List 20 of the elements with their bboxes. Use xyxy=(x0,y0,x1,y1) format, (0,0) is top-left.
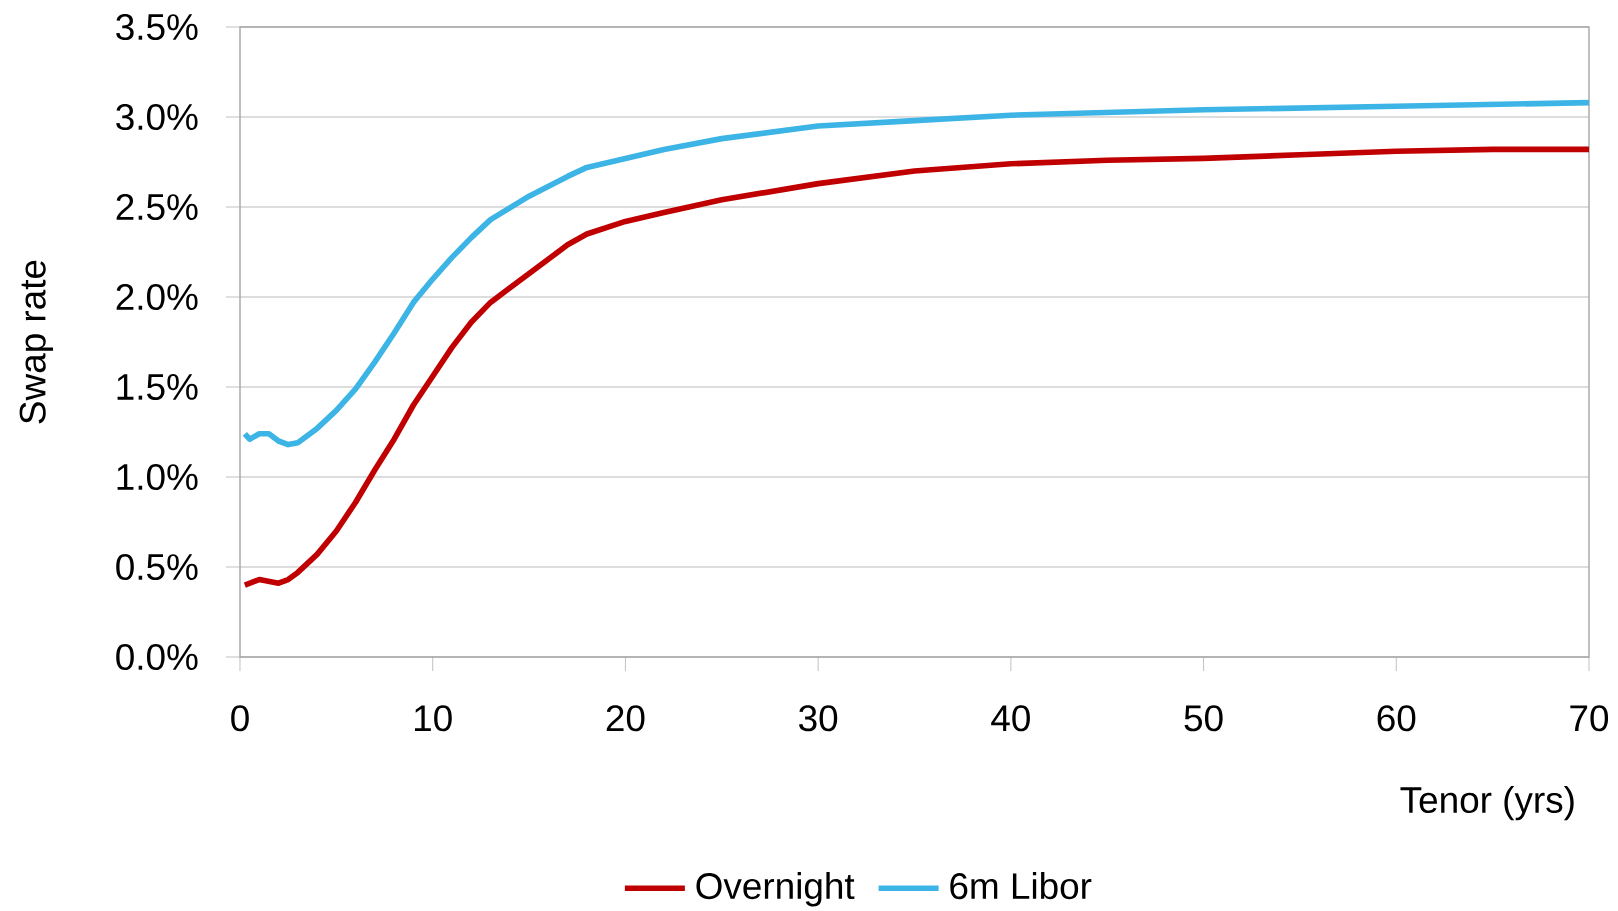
y-tick-label: 1.5% xyxy=(117,374,198,401)
y-tick-label: 0.5% xyxy=(116,553,198,581)
y-axis-title: Swap rate xyxy=(19,260,54,424)
y-tick-label: 3.0% xyxy=(116,103,198,131)
x-tick-label: 60 xyxy=(1377,705,1416,732)
x-tick-label: 20 xyxy=(606,705,645,732)
legend-label: 6m Libor xyxy=(950,872,1092,900)
x-tick-label: 30 xyxy=(799,705,838,732)
x-tick-label: 10 xyxy=(415,705,452,732)
x-axis-title: Tenor (yrs) xyxy=(1400,785,1574,821)
x-tick-label: 50 xyxy=(1184,705,1223,732)
y-tick-label: 2.5% xyxy=(116,193,198,221)
y-tick-label: 3.5% xyxy=(116,13,198,41)
y-tick-label: 2.0% xyxy=(116,283,198,311)
y-tick-label: 0.0% xyxy=(116,643,198,671)
legend-label: Overnight xyxy=(696,872,855,907)
x-tick-label: 70 xyxy=(1570,705,1609,732)
x-tick-label: 40 xyxy=(991,705,1030,732)
y-tick-label: 1.0% xyxy=(117,463,198,491)
x-tick-label: 0 xyxy=(231,705,249,732)
